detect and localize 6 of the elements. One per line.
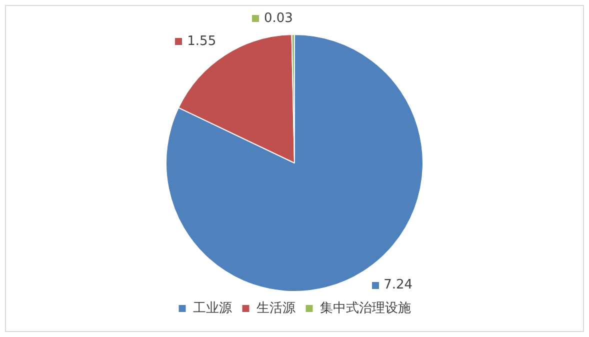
legend-label: 工业源 xyxy=(192,300,232,316)
legend-label: 生活源 xyxy=(256,300,296,316)
data-label: 7.24 xyxy=(384,278,413,293)
data-label: 1.55 xyxy=(187,34,216,49)
legend-label: 集中式治理设施 xyxy=(320,300,411,316)
data-label: 0.03 xyxy=(264,10,293,26)
